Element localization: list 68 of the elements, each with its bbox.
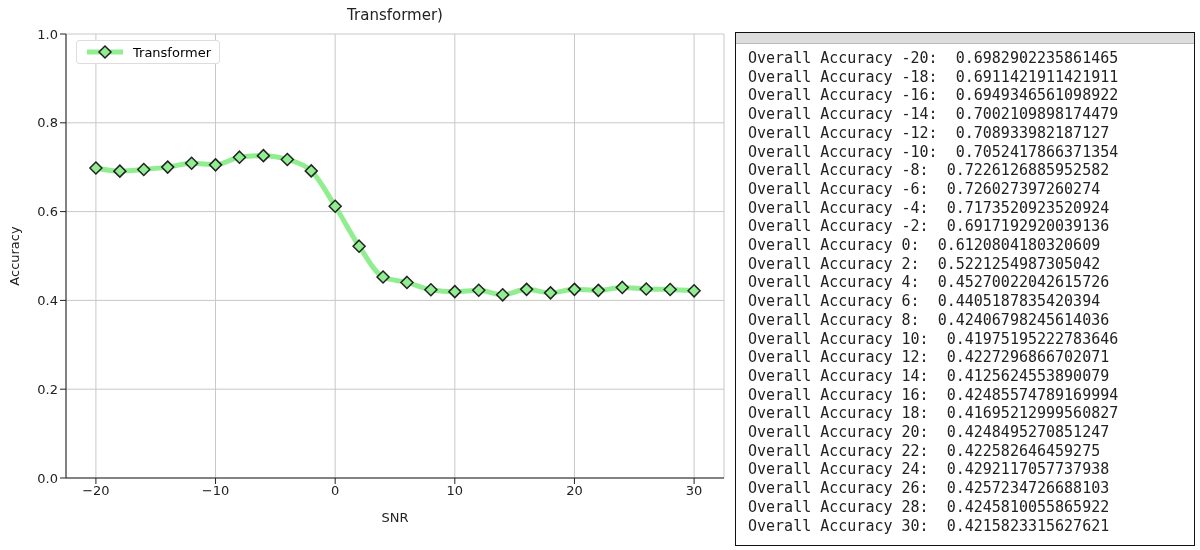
y-tick-label: 0.8 xyxy=(37,115,58,131)
point xyxy=(280,152,295,167)
text: Overall Accuracy -20: 0.6982902235861465 xyxy=(748,49,1120,68)
text: Overall Accuracy 24: 0.4292117057737938 xyxy=(748,460,1111,480)
point xyxy=(615,280,630,295)
x-axis-title: SNR xyxy=(381,510,409,525)
x-tick-label: −10 xyxy=(201,483,230,499)
point xyxy=(639,282,653,296)
y-tick-label: 0.6 xyxy=(37,204,58,220)
point xyxy=(376,270,390,284)
point xyxy=(328,199,342,213)
text: Overall Accuracy 14: 0.4125624553890079 xyxy=(748,366,1111,386)
point xyxy=(304,164,318,178)
x-tick-label: 20 xyxy=(566,483,583,499)
point xyxy=(519,282,534,297)
text: Overall Accuracy -8: 0.7226126885952582 xyxy=(748,161,1111,180)
point xyxy=(424,282,438,297)
text: Overall Accuracy 4: 0.45270022042615726 xyxy=(748,273,1111,293)
point xyxy=(472,283,486,298)
point xyxy=(160,160,175,174)
point xyxy=(113,164,127,178)
text: Overall Accuracy -12: 0.708933982187127 xyxy=(748,123,1111,143)
text: Overall Accuracy 18: 0.41695212999560827 xyxy=(748,404,1120,424)
y-tick-label: 1.0 xyxy=(37,26,58,42)
point xyxy=(687,284,701,298)
x-tick-label: 0 xyxy=(331,483,340,499)
x-tick-label: 10 xyxy=(446,483,464,499)
x-tick-label: 30 xyxy=(685,483,703,499)
point xyxy=(256,148,271,163)
point xyxy=(567,282,582,297)
text: Overall Accuracy 30: 0.4215823315627621 xyxy=(748,516,1111,536)
point xyxy=(184,156,199,170)
point xyxy=(232,150,247,164)
text: Overall Accuracy -10: 0.7052417866371354 xyxy=(748,142,1120,162)
y-axis-title: Accuracy xyxy=(6,226,22,286)
point xyxy=(543,286,558,300)
text: Overall Accuracy -6: 0.726027397260274 xyxy=(748,179,1102,199)
point xyxy=(89,161,103,175)
text: Overall Accuracy -2: 0.6917192920039136 xyxy=(748,217,1111,237)
text: Overall Accuracy 22: 0.422582646459275 xyxy=(748,441,1102,461)
x-tick-label: −20 xyxy=(82,483,110,499)
text: Overall Accuracy 28: 0.4245810055865922 xyxy=(748,497,1111,517)
text: Overall Accuracy -18: 0.6911421911421911 xyxy=(748,67,1120,87)
y-tick-label: 0.4 xyxy=(37,293,58,309)
point xyxy=(400,275,414,290)
y-tick-label: 0.0 xyxy=(37,470,58,486)
text: Overall Accuracy 0: 0.6120804180320609 xyxy=(748,236,1102,255)
text: Overall Accuracy 6: 0.4405187835420394 xyxy=(748,292,1102,311)
point xyxy=(137,162,151,177)
chart-title: Transformer) xyxy=(346,6,444,24)
text: Overall Accuracy 16: 0.42485574789169994 xyxy=(748,385,1120,405)
text: Overall Accuracy -4: 0.7173520923520924 xyxy=(748,198,1111,218)
point xyxy=(495,288,510,302)
point xyxy=(448,284,462,299)
text: Overall Accuracy 26: 0.4257234726688103 xyxy=(748,479,1111,498)
y-tick-label: 0.2 xyxy=(37,381,58,397)
point xyxy=(208,158,223,172)
point xyxy=(663,282,677,297)
text: Overall Accuracy 10: 0.41975195222783646 xyxy=(748,329,1120,349)
point xyxy=(591,283,606,298)
legend-label: Transformer xyxy=(133,44,212,60)
point xyxy=(352,239,366,253)
text: Overall Accuracy -16: 0.6949346561098922 xyxy=(748,86,1120,106)
text: Overall Accuracy 8: 0.42406798245614036 xyxy=(748,310,1111,330)
text: Overall Accuracy -14: 0.7002109898174479 xyxy=(748,105,1120,124)
text: Overall Accuracy 12: 0.4227296866702071 xyxy=(748,348,1111,367)
text: Overall Accuracy 20: 0.4248495270851247 xyxy=(748,423,1111,442)
text: Overall Accuracy 2: 0.5221254987305042 xyxy=(748,254,1102,274)
